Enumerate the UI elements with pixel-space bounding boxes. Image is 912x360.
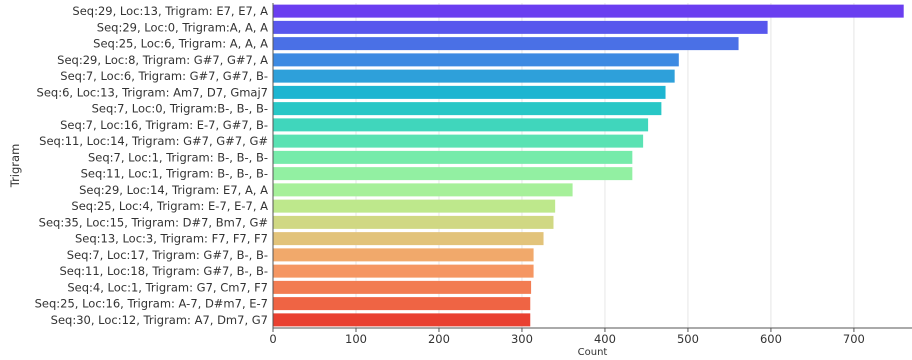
bar xyxy=(273,86,666,99)
x-tick-label: 0 xyxy=(269,332,276,346)
x-tick-label: 200 xyxy=(428,332,450,346)
y-tick-label: Seq:13, Loc:3, Trigram: F7, F7, F7 xyxy=(75,232,268,246)
bar xyxy=(273,232,544,245)
y-tick-label: Seq:25, Loc:16, Trigram: A-7, D#m7, E-7 xyxy=(35,297,268,311)
bar xyxy=(273,102,661,115)
x-tick-label: 400 xyxy=(594,332,616,346)
bar xyxy=(273,183,573,196)
y-tick-label: Seq:29, Loc:13, Trigram: E7, E7, A xyxy=(72,4,268,18)
bar xyxy=(273,281,531,294)
x-tick-label: 600 xyxy=(760,332,782,346)
x-tick-label: 300 xyxy=(511,332,533,346)
bar xyxy=(273,135,643,148)
bar xyxy=(273,21,768,34)
x-tick-label: 700 xyxy=(843,332,865,346)
y-tick-label: Seq:7, Loc:16, Trigram: E-7, G#7, B- xyxy=(60,118,268,132)
y-tick-label: Seq:6, Loc:13, Trigram: Am7, D7, Gmaj7 xyxy=(37,85,268,99)
y-tick-label: Seq:35, Loc:15, Trigram: D#7, Bm7, G# xyxy=(39,215,268,229)
y-tick-label: Seq:7, Loc:0, Trigram:B-, B-, B- xyxy=(92,102,268,116)
bar xyxy=(273,53,679,66)
y-tick-label: Seq:7, Loc:17, Trigram: G#7, B-, B- xyxy=(67,248,268,262)
bar xyxy=(273,248,534,261)
y-tick-label: Seq:11, Loc:1, Trigram: B-, B-, B- xyxy=(81,167,268,181)
y-tick-label: Seq:7, Loc:1, Trigram: B-, B-, B- xyxy=(88,150,268,164)
bar xyxy=(273,297,530,310)
bar xyxy=(273,118,648,131)
gridlines xyxy=(356,3,854,328)
x-axis-label: Count xyxy=(578,347,608,358)
y-tick-label: Seq:29, Loc:0, Trigram:A, A, A xyxy=(97,20,268,34)
x-tick-label: 100 xyxy=(345,332,367,346)
y-tick-label: Seq:11, Loc:14, Trigram: G#7, G#7, G# xyxy=(39,134,268,148)
y-tick-labels: Seq:29, Loc:13, Trigram: E7, E7, A Seq:29… xyxy=(35,4,269,327)
bar xyxy=(273,5,904,18)
y-tick-label: Seq:25, Loc:4, Trigram: E-7, E-7, A xyxy=(71,199,268,213)
x-tick-label: 500 xyxy=(677,332,699,346)
y-tick-label: Seq:25, Loc:6, Trigram: A, A, A xyxy=(93,37,268,51)
y-tick-label: Seq:30, Loc:12, Trigram: A7, Dm7, G7 xyxy=(51,313,268,327)
y-axis-label: Trigram xyxy=(8,144,22,189)
y-tick-label: Seq:4, Loc:1, Trigram: G7, Cm7, F7 xyxy=(67,280,268,294)
axes xyxy=(273,3,912,328)
bar xyxy=(273,70,675,83)
bar xyxy=(273,200,555,213)
bar xyxy=(273,37,739,50)
bars xyxy=(273,5,904,327)
bar xyxy=(273,313,530,326)
y-tick-label: Seq:29, Loc:14, Trigram: E7, A, A xyxy=(79,183,268,197)
bar xyxy=(273,265,534,278)
y-tick-label: Seq:7, Loc:6, Trigram: G#7, G#7, B- xyxy=(60,69,268,83)
bar xyxy=(273,151,632,164)
y-tick-label: Seq:11, Loc:18, Trigram: G#7, B-, B- xyxy=(59,264,268,278)
bar xyxy=(273,167,632,180)
y-tick-label: Seq:29, Loc:8, Trigram: G#7, G#7, A xyxy=(57,53,268,67)
bar xyxy=(273,216,553,229)
x-tick-labels: 0 100 200 300 400 500 600 700 xyxy=(269,328,865,346)
